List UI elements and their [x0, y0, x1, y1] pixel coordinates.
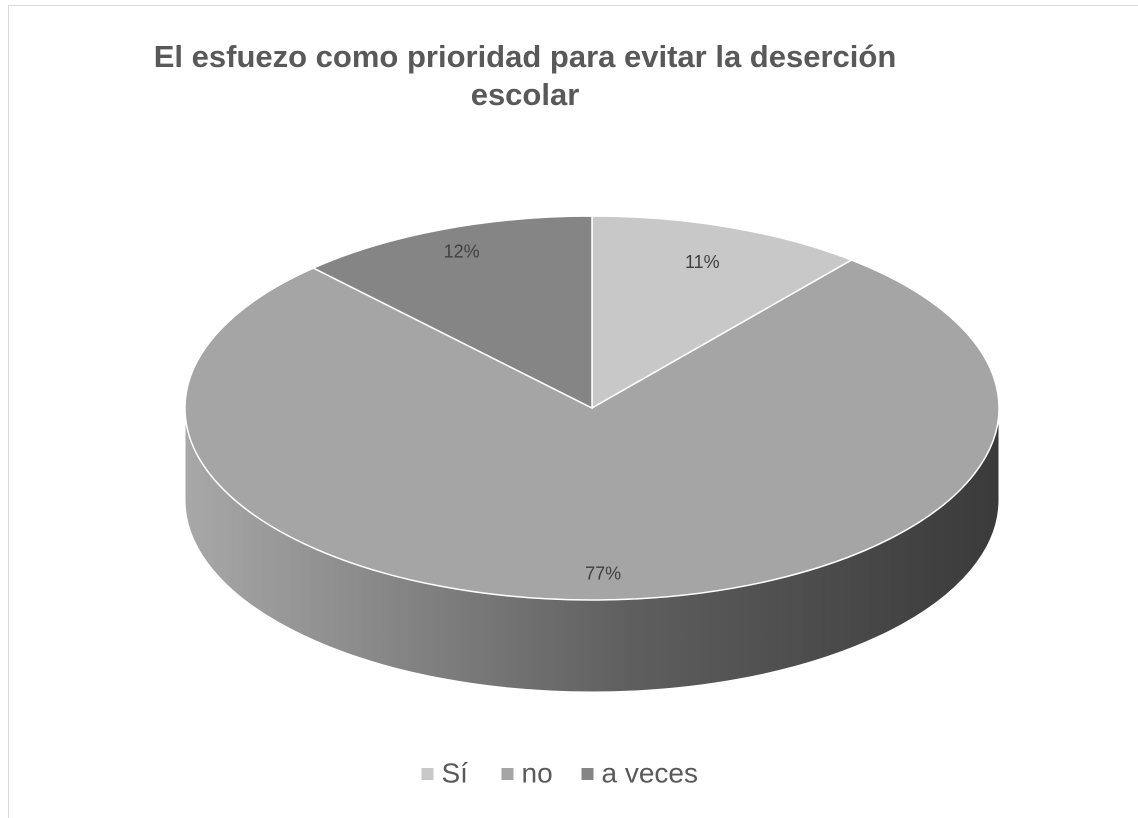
legend-label: no	[522, 757, 553, 788]
legend-swatch	[501, 768, 514, 780]
data-label: 12%	[444, 241, 480, 261]
chart-border	[8, 5, 1138, 818]
legend-swatch	[421, 768, 434, 780]
pie-slice	[311, 215, 593, 410]
legend-swatch	[581, 768, 594, 780]
data-label: 11%	[685, 252, 720, 272]
legend-label: a veces	[602, 757, 699, 788]
legend-label: Sí	[442, 757, 469, 788]
pie-slice	[184, 259, 1000, 601]
pie-slice	[591, 215, 854, 410]
data-label: 77%	[585, 564, 621, 584]
chart-title: El esfuezo como prioridad para evitar la…	[153, 39, 897, 112]
